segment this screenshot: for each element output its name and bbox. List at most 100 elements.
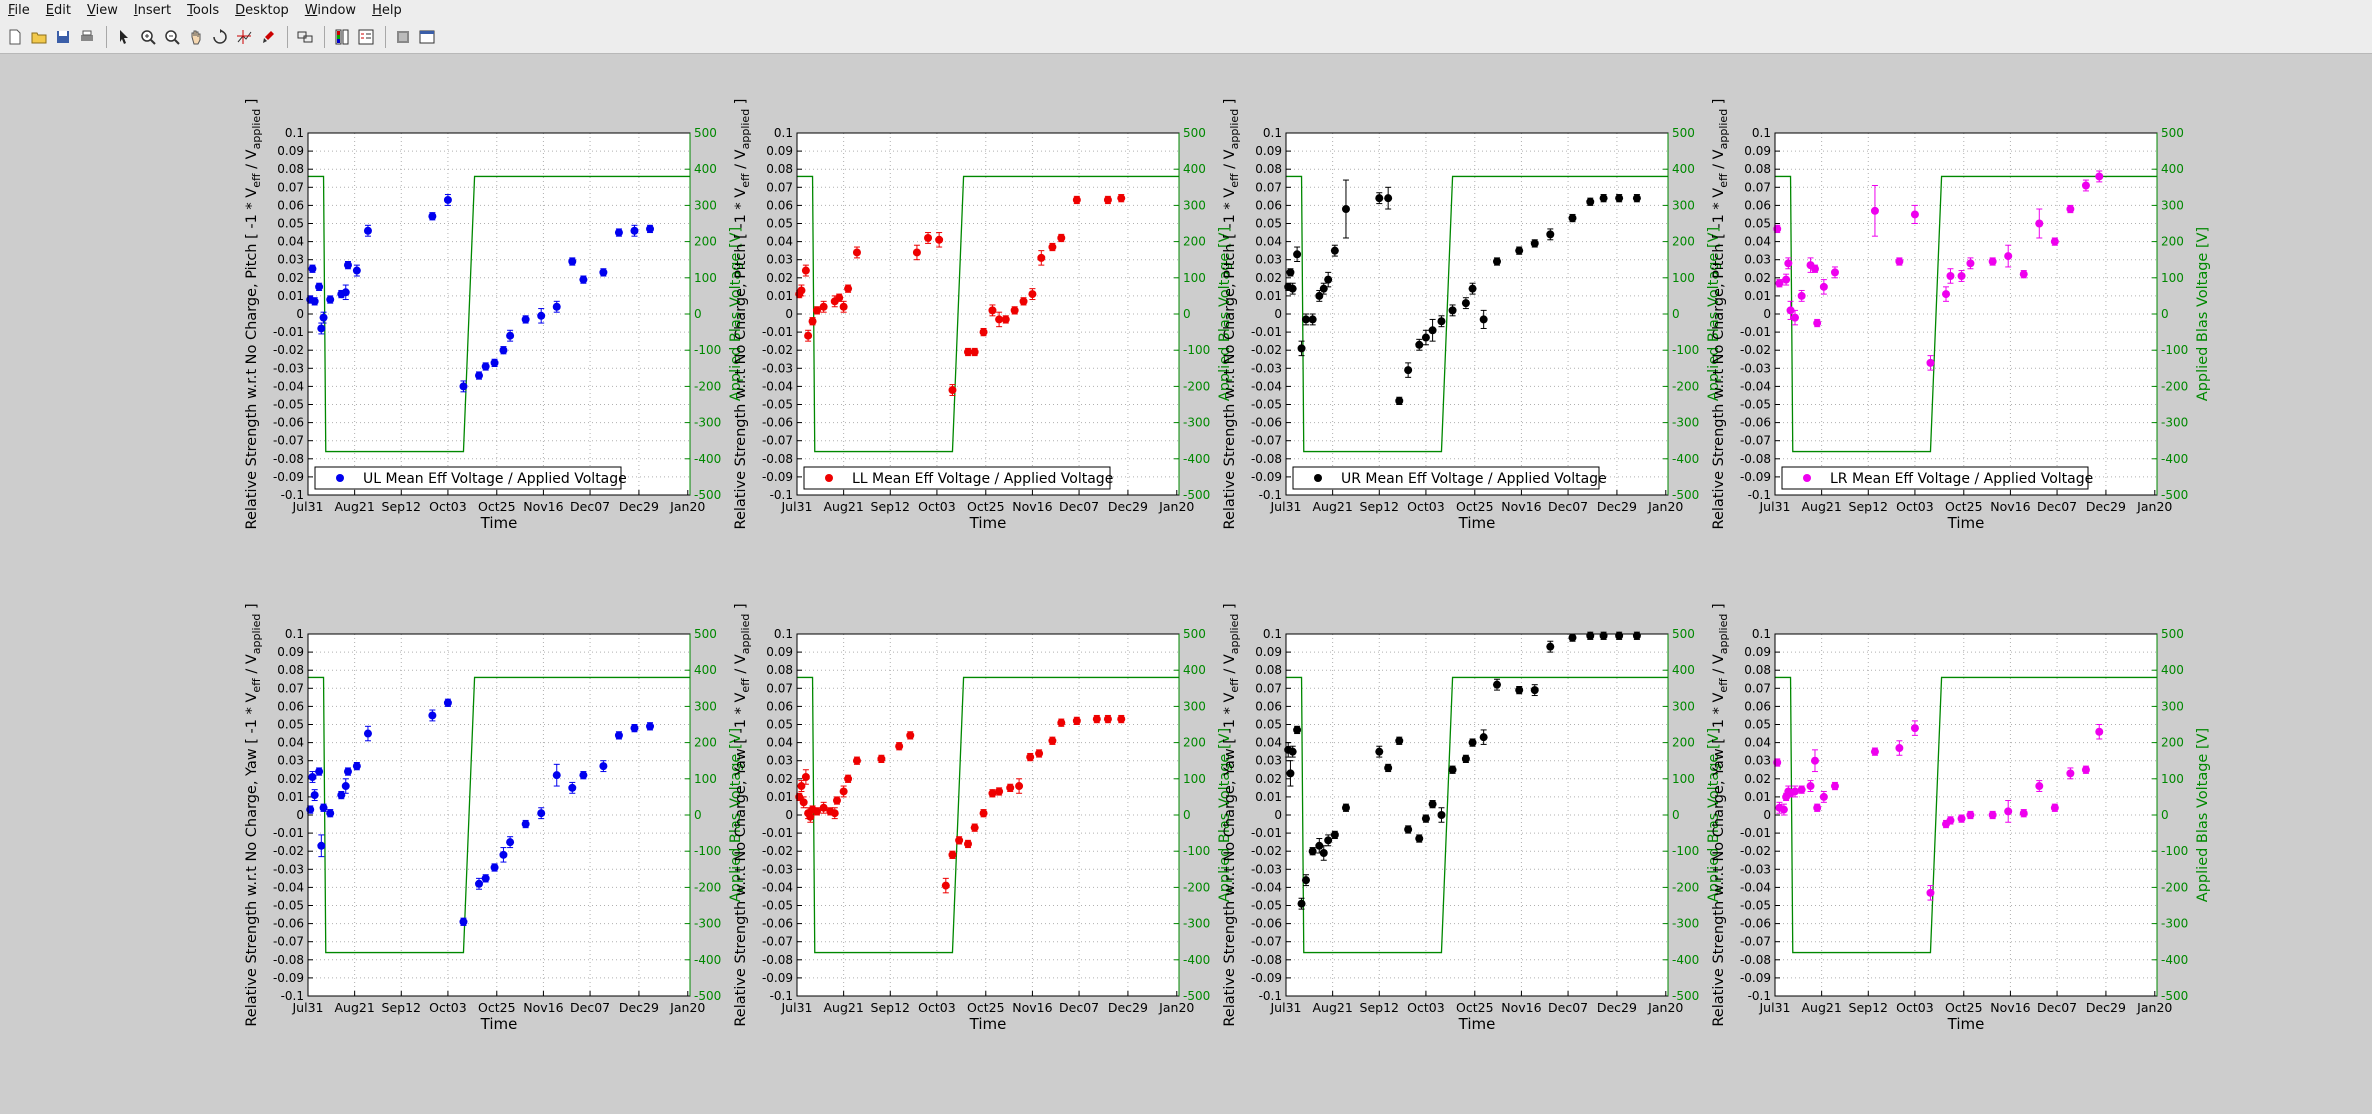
rotate-icon[interactable] [209,26,231,48]
marker [1632,194,1641,203]
data-point [964,347,973,357]
pointer-icon[interactable] [113,26,135,48]
marker [1988,811,1997,819]
zoom-out-icon[interactable] [161,26,183,48]
zoom-in-icon[interactable] [137,26,159,48]
y-tick-label: -0.06 [1251,917,1282,931]
x-tick-label: Aug21 [823,1000,863,1015]
data-point [506,836,515,849]
data-point [995,787,1004,796]
marker [1530,686,1539,695]
marker [1515,246,1524,255]
data-point [428,212,437,221]
marker [1375,747,1384,756]
new-file-icon[interactable] [4,26,26,48]
x-tick-label: Jan20 [1158,499,1194,514]
data-point [1830,266,1839,279]
x-tick-label: Oct25 [1945,499,1983,514]
menu-file[interactable]: File [8,3,30,18]
y2-tick-label: 200 [2161,736,2184,750]
marker [1421,814,1430,823]
x-tick-label: Nov16 [1990,499,2030,514]
legend-icon[interactable] [355,26,377,48]
data-point [1957,270,1966,282]
y-tick-label: 0.06 [1255,699,1282,713]
x-tick-label: Dec29 [619,499,659,514]
y-tick-label: -0.08 [762,953,793,967]
data-point [337,790,346,800]
data-point [1057,233,1066,243]
y-tick-label: -0.04 [1740,880,1771,894]
y-tick-label: 0.07 [1255,681,1282,695]
x-tick-label: Nov16 [1012,499,1052,514]
y-tick-label: -0.09 [273,971,304,985]
y2-tick-label: 300 [694,699,717,713]
y-tick-label: -0.02 [1740,844,1771,858]
y-tick-label: 0.05 [1255,217,1282,231]
y2-tick-label: 500 [2161,627,2184,641]
x-tick-label: Jan20 [669,1000,705,1015]
data-point [1448,304,1457,317]
marker [1790,313,1799,322]
bias-voltage-line [308,676,690,954]
dock-icon[interactable] [416,26,438,48]
menu-tools[interactable]: Tools [187,3,220,18]
marker [844,774,853,783]
print-icon[interactable] [76,26,98,48]
colorbar-icon[interactable] [331,26,353,48]
subplot-yaw-ul: -0.1 -0.09 -0.08 -0.07 -0.06 -0.05 -0.04 -0.03 -… [244,603,744,1033]
data-point [1117,194,1126,203]
link-axes-icon[interactable] [294,26,316,48]
y-tick-label: -0.09 [762,971,793,985]
y-tick-label: -0.07 [273,434,304,448]
y-tick-label: -0.04 [1251,880,1282,894]
marker [1092,715,1101,724]
y-tick-label: -0.05 [273,398,304,412]
menu-window[interactable]: Window [304,3,357,18]
marker [306,805,315,814]
hide-tools-icon[interactable] [392,26,414,48]
marker [614,731,623,740]
y-tick-label: -0.01 [762,325,793,339]
y-tick-label: 0.01 [277,790,304,804]
y-tick-label: -0.01 [1740,325,1771,339]
data-cursor-icon[interactable] [233,26,255,48]
x-tick-label: Nov16 [523,1000,563,1015]
y-tick-label: 0.02 [277,772,304,786]
menu-view[interactable]: View [86,3,118,18]
marker [1819,792,1828,801]
y-tick-label: 0.03 [1744,754,1771,768]
menu-help[interactable]: Help [372,3,402,18]
data-point [326,295,335,304]
y-tick-label: 0.05 [766,718,793,732]
y-tick-label: 0.01 [1744,289,1771,303]
marker [521,820,530,829]
save-icon[interactable] [52,26,74,48]
brush-icon[interactable] [257,26,279,48]
data-point [521,819,530,829]
bias-voltage-line [1775,676,2157,954]
y2-tick-label: 300 [694,198,717,212]
menu-desktop[interactable]: Desktop [235,3,289,18]
plot-area [1286,133,1668,495]
data-point [852,756,861,765]
y-axis-label-part: / V [1711,654,1727,678]
open-folder-icon[interactable] [28,26,50,48]
x-tick-label: Oct25 [478,499,516,514]
data-point [1375,745,1384,758]
y-tick-label: 0.06 [277,198,304,212]
y-axis-label-part: applied [1717,614,1730,655]
y-tick-label: 0.06 [1744,699,1771,713]
y2-tick-label: 200 [694,736,717,750]
y2-tick-label: -200 [1183,379,1210,393]
marker [319,803,328,812]
legend-label: LL Mean Eff Voltage / Applied Voltage [852,471,1113,487]
menu-insert[interactable]: Insert [133,3,172,18]
menu-edit[interactable]: Edit [45,3,71,18]
y2-tick-label: 300 [1672,699,1695,713]
x-tick-label: Sep12 [382,1000,421,1015]
y-axis-label-part: Relative Strength w.r.t No Charge, Yaw [… [244,693,260,1027]
pan-hand-icon[interactable] [185,26,207,48]
data-point [1479,309,1488,329]
marker [1019,297,1028,306]
